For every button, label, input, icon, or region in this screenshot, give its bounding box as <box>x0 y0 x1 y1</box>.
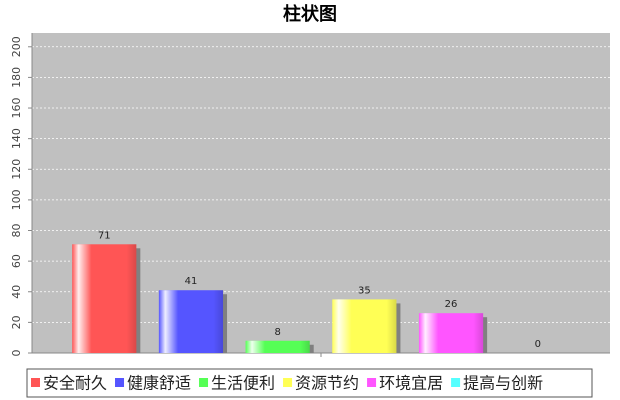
y-tick-label: 160 <box>10 98 23 119</box>
value-label: 0 <box>535 339 541 350</box>
chart-title: 柱状图 <box>283 3 337 25</box>
legend-swatch <box>115 378 125 387</box>
y-tick-label: 0 <box>10 350 23 357</box>
y-tick-label: 60 <box>10 254 23 268</box>
legend-label: 安全耐久 <box>43 374 107 393</box>
value-label: 35 <box>358 285 371 296</box>
bar-shine <box>418 313 484 353</box>
y-tick-label: 20 <box>10 315 23 329</box>
value-label: 26 <box>445 299 458 310</box>
bar-shine <box>332 299 397 353</box>
legend-label: 资源节约 <box>295 374 359 393</box>
y-tick-label: 40 <box>10 285 23 299</box>
legend-label: 提高与创新 <box>463 374 543 393</box>
legend-label: 环境宜居 <box>379 374 443 393</box>
legend-swatch <box>367 378 377 387</box>
legend-swatch <box>31 378 40 387</box>
value-label: 41 <box>185 276 198 287</box>
y-tick-label: 100 <box>10 189 23 210</box>
bar-shine <box>72 244 137 353</box>
y-tick-label: 200 <box>10 36 23 57</box>
y-tick-label: 140 <box>10 128 23 149</box>
y-tick-label: 120 <box>10 159 23 180</box>
legend-swatch <box>199 378 209 387</box>
y-tick-label: 180 <box>10 67 23 88</box>
value-label: 8 <box>274 327 280 338</box>
legend-label: 生活便利 <box>211 374 275 393</box>
legend-swatch <box>283 378 293 387</box>
bar-shine <box>158 290 224 353</box>
bar-shine <box>245 340 310 353</box>
y-tick-label: 80 <box>10 224 23 238</box>
legend-label: 健康舒适 <box>127 374 191 393</box>
legend-swatch <box>451 378 461 387</box>
value-label: 71 <box>98 230 111 241</box>
